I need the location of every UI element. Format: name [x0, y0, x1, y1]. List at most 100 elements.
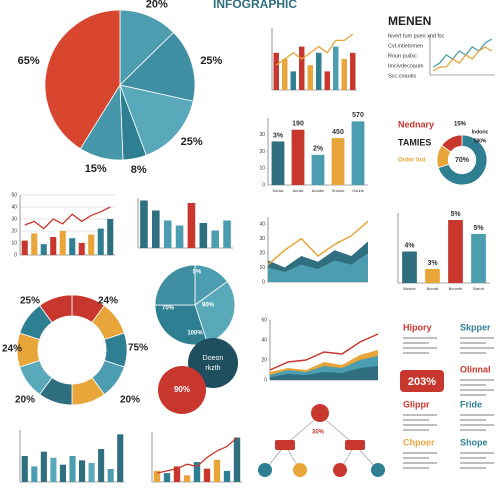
- label: 3%: [427, 260, 438, 267]
- bar: [69, 456, 76, 482]
- y-tick-label: 30: [259, 132, 265, 138]
- bar: [199, 223, 208, 248]
- bar: [50, 237, 57, 255]
- bar: [78, 243, 85, 255]
- slice: [119, 9, 175, 86]
- label: Sunsk: [272, 188, 283, 193]
- bar: [59, 464, 67, 482]
- circle-label: 90%: [174, 385, 190, 394]
- bar: [223, 220, 231, 248]
- label: 5%: [473, 225, 484, 232]
- y-tick-label: 50: [11, 192, 17, 198]
- annotation: 70%: [162, 306, 175, 312]
- circle-text: rkzth: [205, 365, 220, 372]
- panel-title: Fride: [460, 399, 482, 409]
- bar: [163, 220, 172, 248]
- panel-title: Glippr: [403, 399, 430, 409]
- y-tick-label: 10: [259, 166, 265, 172]
- label: Aunsk: [292, 188, 303, 193]
- bar: [233, 437, 241, 482]
- area: [270, 366, 378, 380]
- bar: [213, 459, 221, 482]
- line: [275, 33, 354, 66]
- bar: [40, 244, 47, 255]
- bar: [307, 65, 313, 90]
- bar: [50, 457, 57, 482]
- y-tick-label: 0: [264, 377, 267, 383]
- bar: [425, 269, 440, 283]
- bar: [107, 469, 114, 482]
- text: 580%: [474, 138, 487, 144]
- bar: [88, 234, 95, 255]
- circle: [158, 366, 206, 414]
- line: [24, 206, 111, 230]
- bar: [282, 59, 288, 90]
- line: [267, 220, 369, 266]
- node: [275, 440, 295, 450]
- node: [371, 463, 385, 477]
- text-line: Scc.cnauks: [388, 73, 416, 79]
- slice: [39, 294, 73, 323]
- annotation: 20%: [120, 395, 140, 406]
- slice: [119, 84, 194, 156]
- badge-label: 203%: [408, 376, 436, 388]
- annotation: 5%: [193, 270, 202, 276]
- bar: [316, 52, 322, 90]
- line: [432, 38, 493, 68]
- annotation: 24%: [2, 344, 22, 355]
- label: 2%: [313, 146, 324, 153]
- bar: [163, 473, 171, 482]
- label: Osunk: [352, 188, 364, 193]
- data-label: 25%: [200, 55, 222, 67]
- label: Srouhk: [332, 188, 345, 193]
- bar: [350, 52, 356, 90]
- panel-title: Hipory: [403, 322, 432, 332]
- panel-title: Chpoer: [403, 437, 435, 447]
- bar: [117, 434, 124, 482]
- slice: [437, 134, 488, 186]
- slice: [441, 134, 463, 153]
- node: [293, 463, 307, 477]
- bar: [333, 46, 339, 90]
- label: Bcomth: [449, 286, 463, 291]
- label: 3%: [273, 132, 284, 139]
- text-line: Cvl.mtietnmen: [388, 43, 423, 49]
- label: 450: [332, 129, 344, 136]
- page-title: INFOGRAPHIC: [213, 0, 297, 11]
- badge: [400, 370, 444, 392]
- bar: [291, 129, 305, 185]
- bar: [448, 220, 463, 283]
- data-label: 25%: [181, 136, 203, 148]
- bar: [31, 233, 38, 255]
- bar: [69, 238, 76, 255]
- line: [156, 437, 238, 474]
- line: [432, 46, 493, 72]
- bar: [187, 203, 196, 248]
- panel-title: Olinnal: [460, 364, 491, 374]
- bar: [341, 59, 347, 90]
- area: [268, 253, 368, 282]
- bar: [88, 462, 95, 482]
- bar: [299, 46, 305, 90]
- bar: [21, 456, 28, 482]
- bar: [471, 234, 486, 283]
- y-tick-label: 60: [261, 317, 267, 323]
- node: [311, 404, 329, 422]
- slice: [154, 264, 196, 306]
- y-tick-label: 0: [262, 279, 265, 285]
- data-label: 8%: [131, 164, 147, 176]
- bar: [97, 228, 104, 255]
- y-tick-label: 20: [11, 228, 17, 234]
- data-label: 15%: [85, 163, 107, 175]
- label: Barott: [473, 286, 485, 291]
- bar: [183, 475, 191, 482]
- bar: [40, 451, 47, 482]
- annotation: 75%: [128, 343, 148, 354]
- label: Borodt: [427, 286, 440, 291]
- label: 4%: [404, 242, 415, 249]
- y-tick-label: 20: [259, 250, 265, 256]
- annotation: 24%: [98, 296, 118, 307]
- panel-title: Skpper: [460, 322, 491, 332]
- bar: [223, 470, 231, 482]
